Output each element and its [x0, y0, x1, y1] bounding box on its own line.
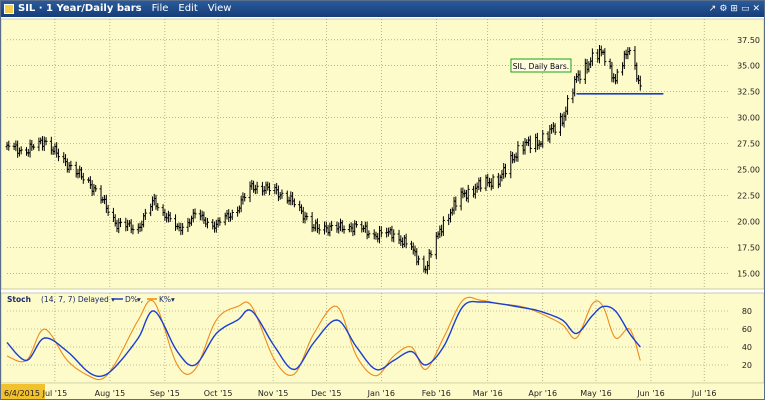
x-axis-ticks: Jul '15 Aug '15 Sep '15 Oct '15 Nov '15 Dec '… [42, 389, 717, 398]
x-tick-label: Dec '15 [311, 389, 341, 398]
price-y-tick-label: 17.50 [737, 243, 760, 252]
stoch-y-tick-label: 80 [742, 307, 752, 316]
menu-file[interactable]: File [151, 3, 169, 14]
price-y-tick-label: 22.50 [737, 192, 760, 201]
k-percent-label: K% [159, 295, 171, 304]
x-tick-label: May '16 [580, 389, 611, 398]
x-tick-label: Feb '16 [422, 389, 451, 398]
price-y-tick-label: 37.50 [737, 36, 760, 45]
annotation-text: SIL, Daily Bars. [513, 62, 569, 71]
x-axis-background [1, 384, 764, 399]
price-y-tick-label: 27.50 [737, 140, 760, 149]
price-panel-background [1, 18, 764, 290]
price-bars [5, 44, 642, 275]
k-percent-line [6, 296, 641, 381]
x-axis: 6/4/2015 Jul '15 Aug '15 Sep '15 Oct '15 Nov… [1, 384, 764, 399]
x-tick-label: Jul '15 [42, 389, 68, 398]
grid-icon[interactable]: ⊞ [730, 4, 738, 14]
title-bar: SIL · 1 Year/Daily bars File Edit View ↗… [1, 1, 764, 17]
stoch-title: Stoch [7, 295, 31, 304]
x-tick-label: Oct '15 [204, 389, 233, 398]
x-tick-label: Jul '16 [691, 389, 717, 398]
stoch-y-tick-label: 60 [742, 325, 752, 334]
chart-area: SIL, Daily Bars. 37.50 35.00 32.50 30.00 27.… [1, 18, 764, 399]
stoch-panel: Stoch (14, 7, 7) Delayed ▾ D% ▾, K% ▾ 80… [1, 292, 764, 384]
share-icon[interactable]: ↗ [708, 4, 717, 14]
stoch-y-tick-label: 20 [742, 361, 752, 370]
window-controls: ↗ ⚙ ⊞ ▭ ✕ [709, 1, 760, 17]
d-percent-line [6, 300, 641, 377]
price-y-tick-label: 35.00 [737, 62, 760, 71]
annotation-box [510, 58, 572, 73]
stoch-y-tick-label: 40 [742, 343, 752, 352]
price-y-tick-label: 15.00 [737, 269, 760, 278]
stoch-panel-background [1, 292, 764, 384]
price-y-tick-label: 30.00 [737, 114, 760, 123]
menu-edit[interactable]: Edit [178, 3, 198, 14]
start-date-label: 6/4/2015 [4, 389, 40, 398]
price-y-tick-label: 32.50 [737, 88, 760, 97]
stoch-params[interactable]: (14, 7, 7) Delayed ▾ [41, 295, 115, 304]
x-tick-label: Jan '16 [367, 389, 395, 398]
x-tick-label: Sep '15 [150, 389, 180, 398]
k-percent-separator: ▾ [171, 295, 175, 304]
title-bar-left: SIL · 1 Year/Daily bars File Edit View [4, 1, 231, 17]
close-icon[interactable]: ✕ [752, 4, 760, 14]
price-gridlines [7, 19, 729, 289]
maximize-icon[interactable]: ▭ [740, 4, 750, 14]
window-title: SIL · 1 Year/Daily bars [18, 3, 142, 14]
x-tick-label: Nov '15 [258, 389, 289, 398]
menu-view[interactable]: View [207, 3, 232, 14]
x-tick-label: Apr '16 [528, 389, 557, 398]
x-tick-label: Aug '15 [95, 389, 126, 398]
stoch-legend: Stoch (14, 7, 7) Delayed ▾ D% ▾, K% ▾ [7, 295, 175, 304]
x-tick-label: Jun '16 [636, 389, 664, 398]
price-y-tick-label: 20.00 [737, 218, 760, 227]
price-y-axis: 37.50 35.00 32.50 30.00 27.50 25.00 22.50 20.00… [737, 36, 760, 279]
price-y-tick-label: 25.00 [737, 166, 760, 175]
stoch-y-axis: 80 60 40 20 [742, 307, 752, 370]
d-percent-label: D% [125, 295, 138, 304]
d-percent-separator: ▾, [137, 295, 143, 304]
stoch-gridlines [7, 293, 729, 383]
chart-annotation: SIL, Daily Bars. [510, 58, 572, 73]
gear-icon[interactable]: ⚙ [719, 4, 728, 14]
start-date-background [1, 384, 45, 399]
app-icon [4, 4, 14, 14]
price-panel: SIL, Daily Bars. 37.50 35.00 32.50 30.00 27.… [1, 18, 764, 290]
x-tick-label: Mar '16 [473, 389, 503, 398]
